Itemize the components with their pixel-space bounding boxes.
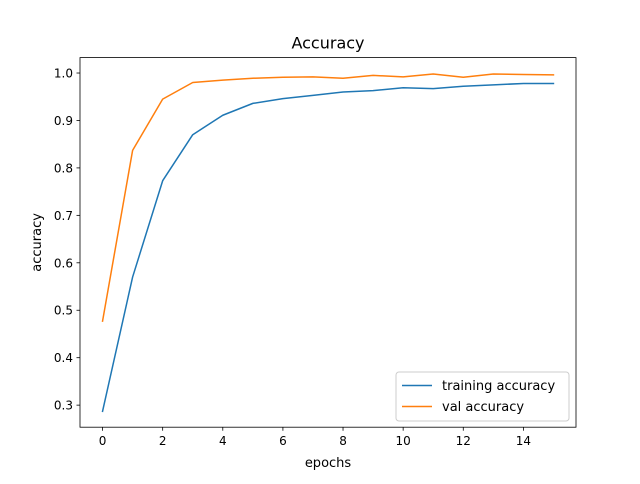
x-axis-label: epochs [305, 456, 352, 471]
y-tick-label: 0.9 [54, 114, 73, 128]
y-axis-label: accuracy [30, 213, 45, 272]
legend-frame [395, 371, 570, 422]
x-tick-label: 0 [99, 434, 107, 448]
legend-label-val-accuracy: val accuracy [442, 400, 524, 415]
legend: training accuracy val accuracy [395, 371, 570, 422]
chart-title: Accuracy [291, 34, 364, 53]
y-axis-ticks: 0.3 0.4 0.5 0.6 0.7 0.8 0.9 1.0 [54, 67, 80, 413]
x-tick-label: 6 [279, 434, 287, 448]
x-axis-ticks: 0 2 4 6 8 10 12 14 [99, 427, 531, 448]
y-tick-label: 0.7 [54, 209, 73, 223]
series-layer [101, 73, 555, 413]
x-tick-label: 2 [159, 434, 167, 448]
y-tick-label: 0.3 [54, 399, 73, 413]
series-line-training-accuracy [101, 82, 555, 413]
legend-label-training-accuracy: training accuracy [442, 379, 555, 394]
y-tick-label: 0.8 [54, 161, 73, 175]
axes-frame [79, 57, 577, 428]
y-tick-label: 0.4 [54, 351, 73, 365]
x-tick-label: 4 [219, 434, 227, 448]
x-tick-label: 10 [396, 434, 411, 448]
x-tick-label: 14 [516, 434, 531, 448]
y-tick-label: 1.0 [54, 67, 73, 81]
series-line-val-accuracy [101, 73, 555, 323]
y-tick-label: 0.5 [54, 304, 73, 318]
y-tick-label: 0.6 [54, 256, 73, 270]
x-tick-label: 8 [339, 434, 347, 448]
x-tick-label: 12 [456, 434, 471, 448]
